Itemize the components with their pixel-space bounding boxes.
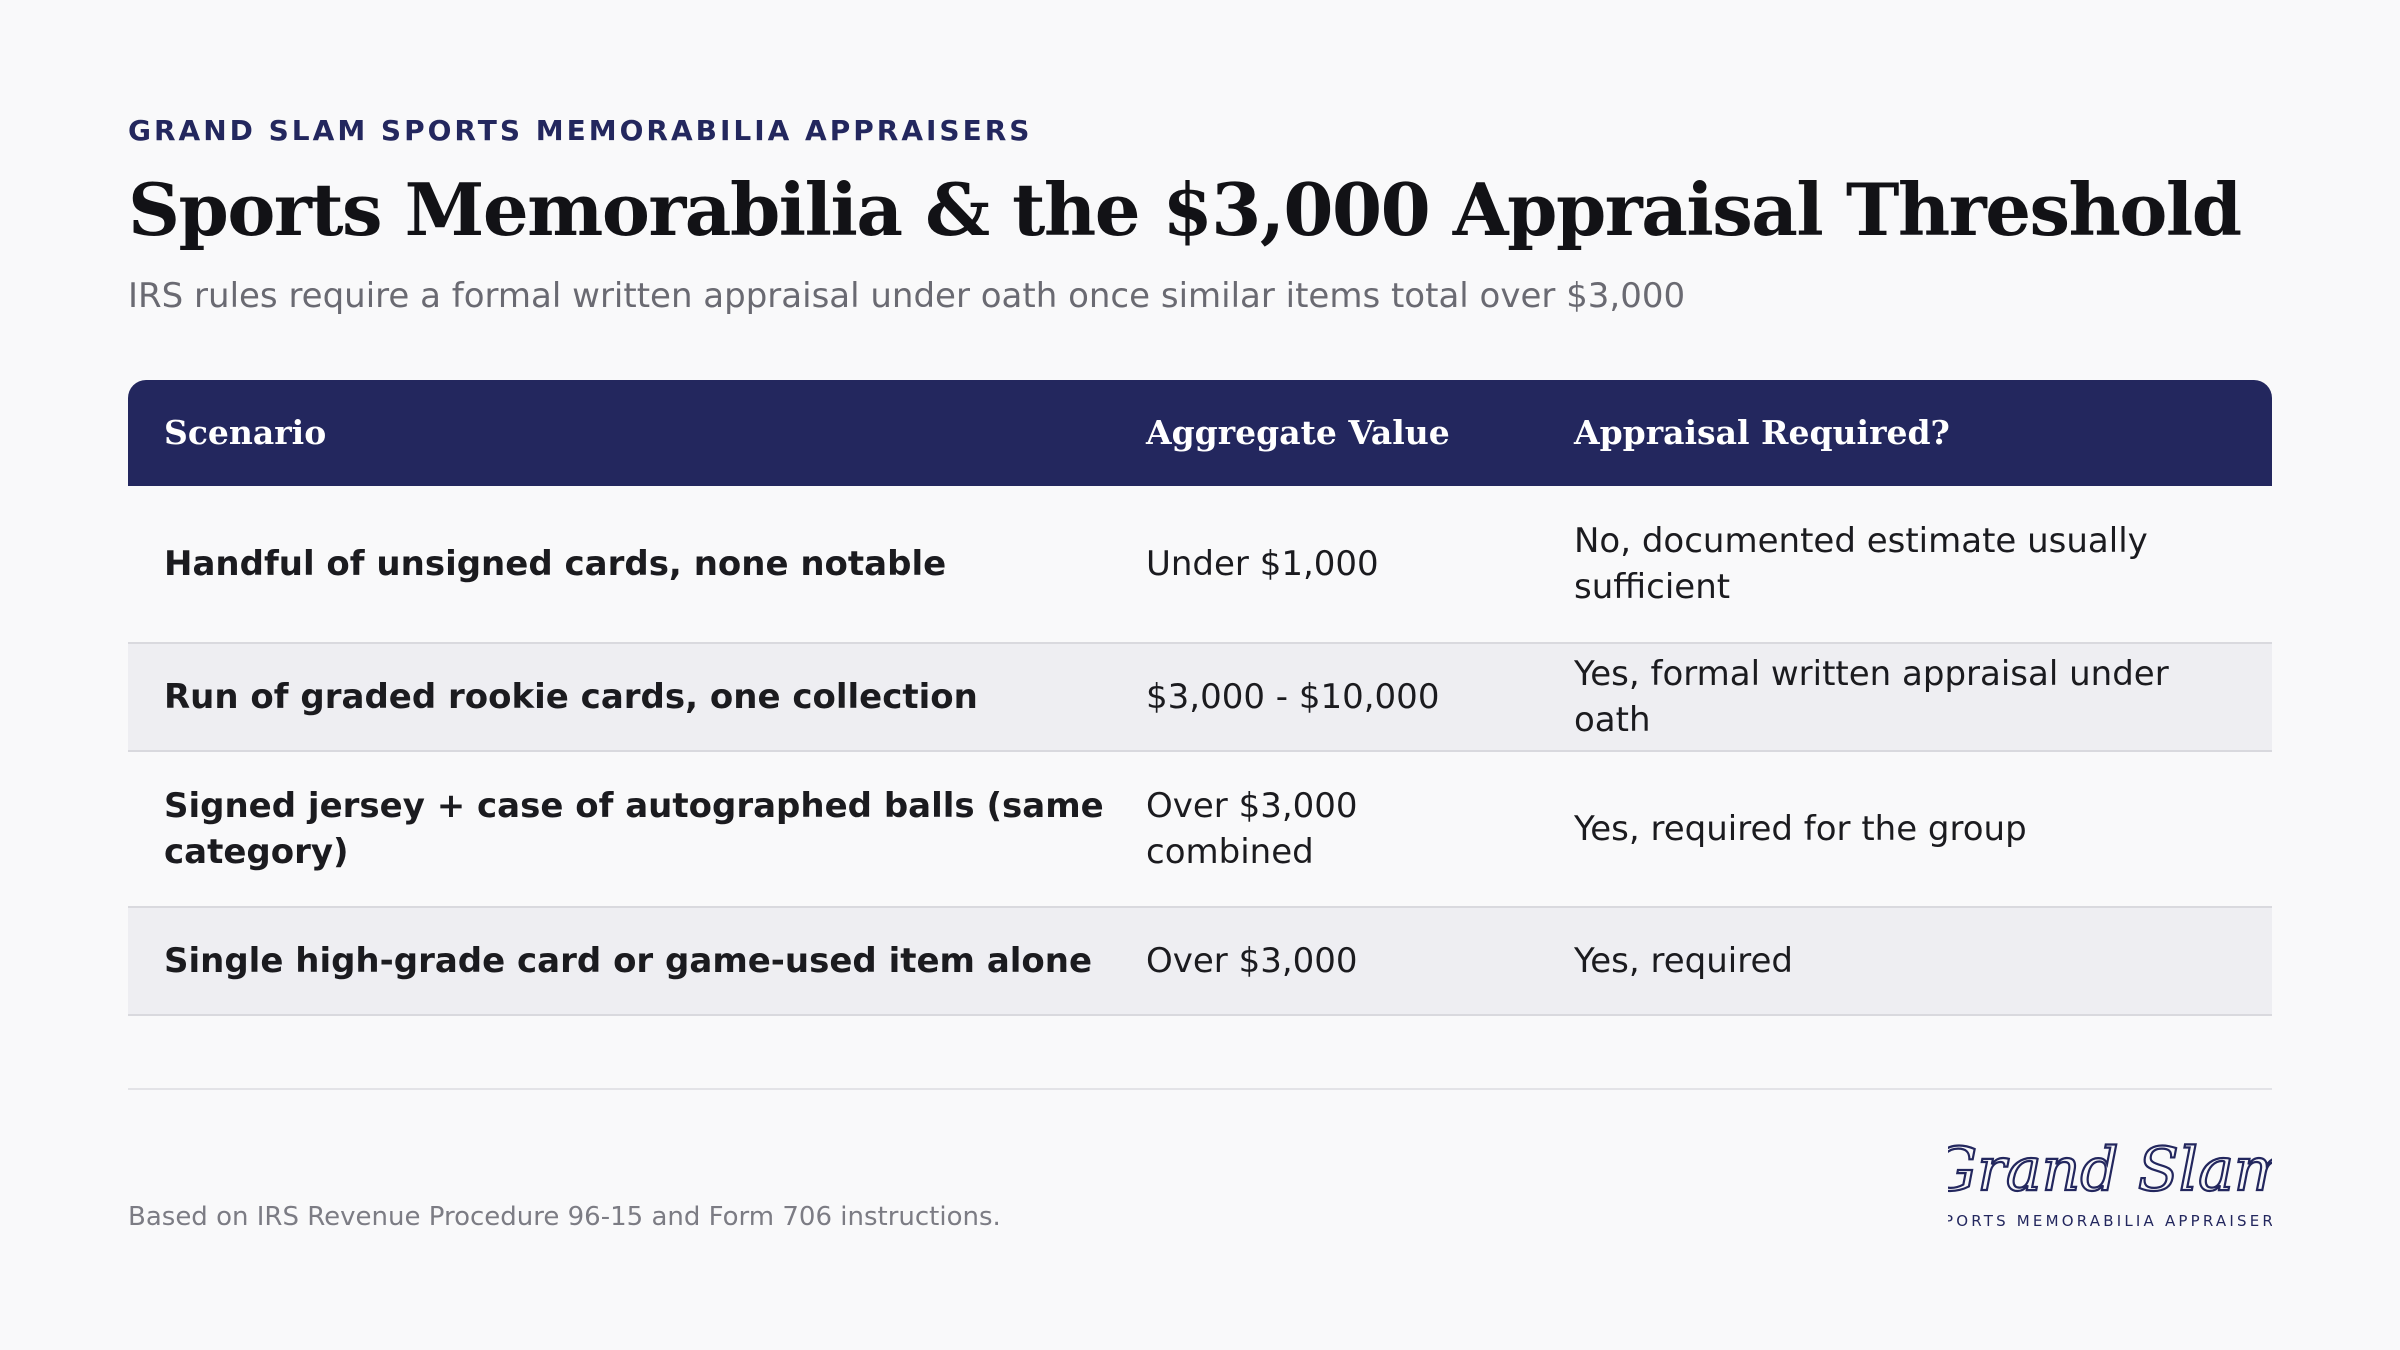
table-header: Scenario Aggregate Value Appraisal Requi… — [128, 380, 2272, 486]
cell-appraisal-required: Yes, required — [1574, 941, 1793, 981]
table-row: Handful of unsigned cards, none notable … — [128, 486, 2272, 644]
page-title: Sports Memorabilia & the $3,000 Appraisa… — [128, 167, 2242, 252]
cell-appraisal-required: Yes, required for the group — [1574, 809, 2027, 849]
logo-tagline: SPORTS MEMORABILIA APPRAISERS — [1948, 1212, 2272, 1230]
source-footnote: Based on IRS Revenue Procedure 96-15 and… — [128, 1202, 1001, 1232]
cell-scenario: Handful of unsigned cards, none notable — [164, 544, 947, 584]
table-row: Single high-grade card or game-used item… — [128, 908, 2272, 1016]
eyebrow-label: GRAND SLAM SPORTS MEMORABILIA APPRAISERS — [128, 114, 1033, 147]
table-row: Signed jersey + case of autographed ball… — [128, 752, 2272, 908]
footer-divider — [128, 1088, 2272, 1090]
column-header-appraisal-required: Appraisal Required? — [1574, 413, 1950, 452]
cell-aggregate-value: $3,000 - $10,000 — [1146, 677, 1440, 717]
cell-aggregate-value: Under $1,000 — [1146, 544, 1379, 584]
cell-appraisal-required: Yes, formal written appraisal under oath — [1574, 654, 2169, 740]
grand-slam-logo: Grand Slam SPORTS MEMORABILIA APPRAISERS — [1948, 1134, 2272, 1230]
table-row: Run of graded rookie cards, one collecti… — [128, 644, 2272, 752]
threshold-table: Scenario Aggregate Value Appraisal Requi… — [128, 380, 2272, 1016]
cell-scenario: Signed jersey + case of autographed ball… — [164, 786, 1104, 872]
cell-aggregate-value: Over $3,000 — [1146, 941, 1358, 981]
column-header-scenario: Scenario — [164, 413, 327, 452]
logo-script-text: Grand Slam — [1948, 1135, 2272, 1205]
page: GRAND SLAM SPORTS MEMORABILIA APPRAISERS… — [128, 0, 2272, 1350]
cell-scenario: Run of graded rookie cards, one collecti… — [164, 677, 978, 717]
column-header-aggregate-value: Aggregate Value — [1146, 413, 1450, 452]
cell-appraisal-required: No, documented estimate usually sufficie… — [1574, 521, 2148, 607]
cell-aggregate-value: Over $3,000 combined — [1146, 786, 1358, 872]
page-subtitle: IRS rules require a formal written appra… — [128, 276, 1686, 316]
cell-scenario: Single high-grade card or game-used item… — [164, 941, 1093, 981]
